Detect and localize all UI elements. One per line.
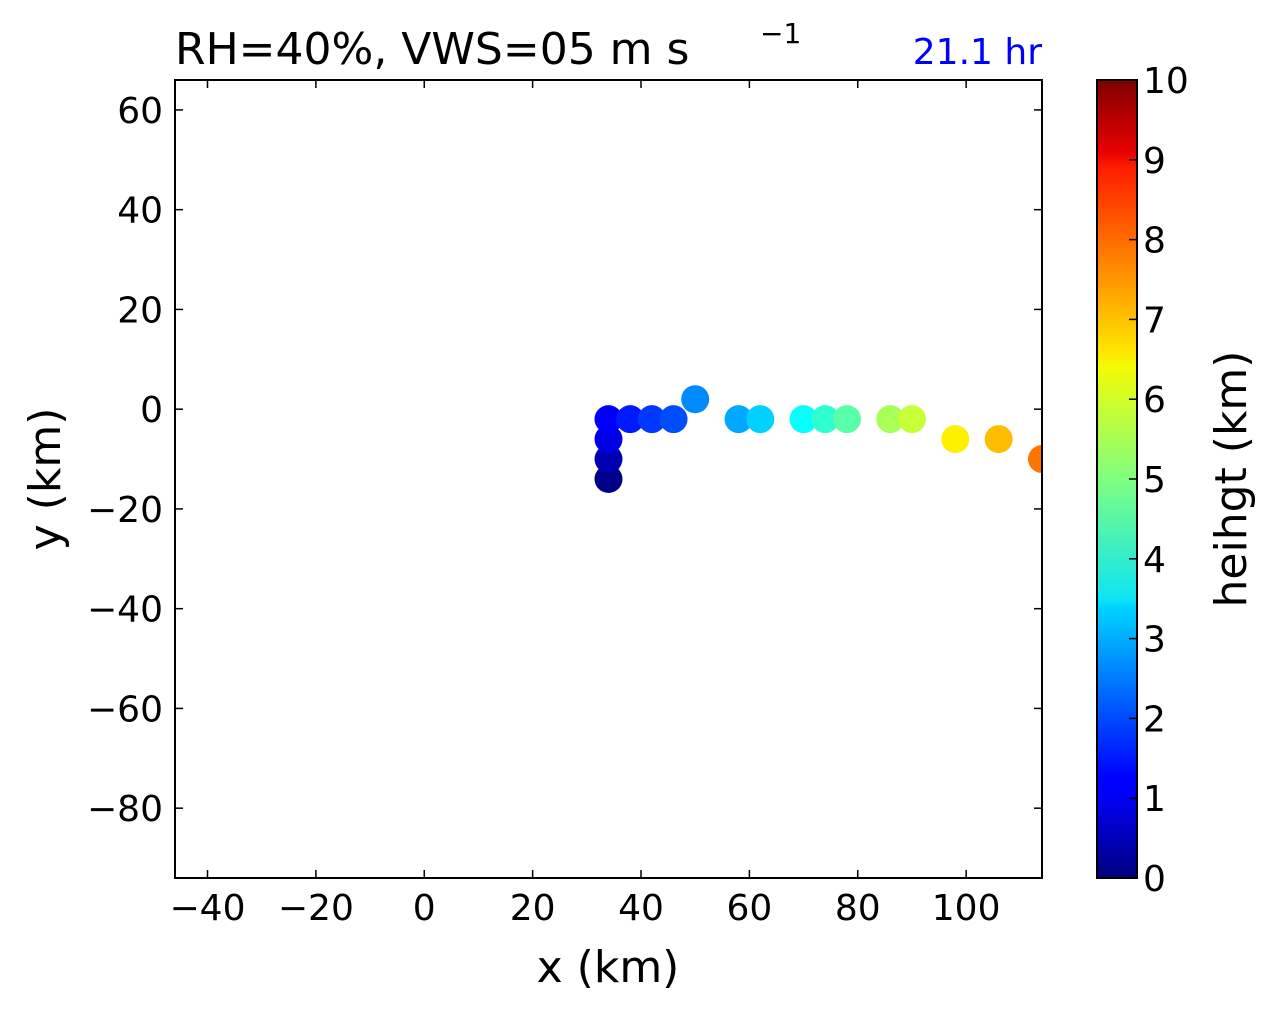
colorbar-tick-label: 9 — [1143, 141, 1166, 182]
chart-title-superscript: −1 — [760, 17, 801, 50]
scatter-point — [876, 405, 905, 434]
scatter-point — [832, 405, 861, 434]
x-axis-ticks: −40 −20 0 20 40 60 80 100 — [170, 80, 1001, 929]
chart-title: RH=40%, VWS=05 m s — [175, 24, 689, 75]
x-tick-label: 0 — [413, 888, 436, 929]
y-tick-label: 0 — [140, 390, 163, 431]
scatter-point — [637, 405, 666, 434]
colorbar-tick-label: 10 — [1143, 61, 1189, 102]
colorbar-tick-label: 6 — [1143, 380, 1166, 421]
y-tick-label: −80 — [87, 789, 163, 830]
scatter-point — [594, 465, 623, 493]
scatter-point — [897, 405, 926, 434]
scatter-point — [941, 425, 970, 454]
scatter-point — [789, 405, 818, 434]
y-tick-label: −60 — [87, 689, 163, 730]
y-tick-label: 60 — [117, 91, 163, 132]
scatter-point — [659, 405, 688, 434]
scatter-point — [594, 425, 623, 454]
colorbar-tick-label: 3 — [1143, 620, 1166, 661]
scatter-point — [616, 405, 645, 434]
x-axis-label: x (km) — [537, 942, 680, 993]
y-axis-label: y (km) — [20, 408, 71, 551]
scatter-point — [984, 425, 1013, 454]
colorbar-tick-label: 0 — [1143, 859, 1166, 900]
x-tick-label: −20 — [278, 888, 354, 929]
scatter-point — [746, 405, 775, 434]
x-tick-label: 40 — [618, 888, 664, 929]
scatter-point — [681, 385, 710, 414]
y-tick-label: −40 — [87, 590, 163, 631]
colorbar-tick-label: 2 — [1143, 699, 1166, 740]
x-tick-label: 80 — [835, 888, 881, 929]
scatter-point — [724, 405, 753, 434]
y-tick-label: 20 — [117, 290, 163, 331]
plot-frame — [174, 79, 1043, 879]
scatter-point — [1028, 445, 1042, 474]
x-tick-label: 60 — [726, 888, 772, 929]
y-axis-ticks: 60 40 20 0 −20 −40 −60 −80 — [87, 91, 1042, 830]
x-tick-label: 20 — [510, 888, 556, 929]
colorbar-ticks: 0 1 2 3 4 5 6 7 8 9 10 — [1129, 61, 1189, 900]
colorbar-label: heihgt (km) — [1206, 351, 1257, 608]
x-tick-label: 100 — [932, 888, 1001, 929]
x-tick-label: −40 — [170, 888, 246, 929]
scatter-point — [811, 405, 840, 434]
colorbar-tick-label: 4 — [1143, 540, 1166, 581]
scatter-point — [594, 405, 623, 434]
time-label: 21.1 hr — [913, 32, 1042, 73]
y-tick-label: 40 — [117, 191, 163, 232]
scatter-point — [594, 445, 623, 474]
colorbar-tick-label: 7 — [1143, 300, 1166, 341]
colorbar-tick-label: 1 — [1143, 779, 1166, 820]
scatter-points — [594, 385, 1042, 493]
y-tick-label: −20 — [87, 490, 163, 531]
colorbar-tick-label: 5 — [1143, 460, 1166, 501]
colorbar-tick-label: 8 — [1143, 221, 1166, 262]
